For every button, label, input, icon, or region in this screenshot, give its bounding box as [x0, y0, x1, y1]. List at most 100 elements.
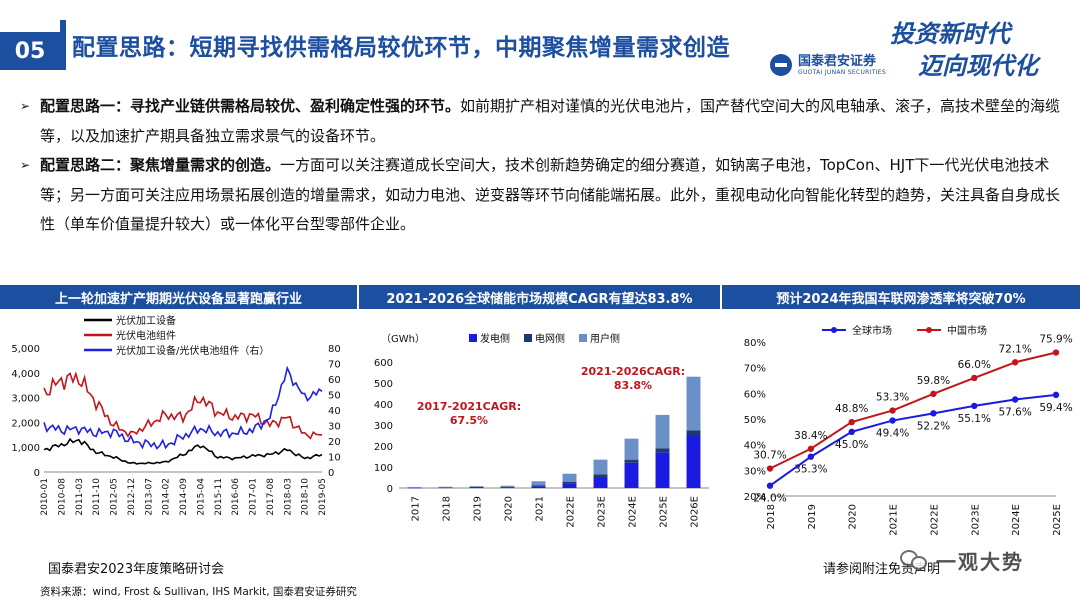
legend-swatch	[524, 334, 532, 342]
y-tick-label: 30%	[744, 466, 766, 477]
y-tick-label: 500	[374, 379, 393, 390]
bar-segment	[593, 459, 608, 475]
legend-marker	[926, 327, 932, 333]
chart-3-svg: 20% 30% 40% 50% 60% 70% 80% 2018 2019 2020 2021E 20…	[744, 324, 1073, 536]
chart-pv-equipment: 0 1,000 2,000 3,000 4,000 5,000 0 10 20 30 40 50 60 7…	[0, 312, 357, 552]
chart-2-svg: （GWh） 0 100 200 300 400 500 600 2017 2018 2019 2020…	[374, 332, 709, 528]
legend-swatch	[579, 334, 587, 342]
data-point	[848, 418, 855, 426]
y2-tick-label: 30	[328, 422, 341, 433]
data-label: 55.1%	[958, 413, 991, 425]
legend-label: 光伏加工设备/光伏电池组件（右）	[116, 344, 269, 357]
bar-segment	[624, 459, 639, 463]
x-tick-label: 2012-05	[110, 478, 120, 516]
x-tick-label: 2018	[766, 504, 777, 529]
x-tick-label: 2014-09	[179, 478, 189, 516]
x-tick-label: 2018	[442, 496, 453, 521]
legend-label: 电网侧	[535, 332, 565, 345]
x-tick-label: 2010-01	[40, 478, 50, 516]
x-tick-label: 2011-10	[92, 478, 102, 516]
data-point	[848, 428, 855, 436]
watermark: 一观大势	[900, 542, 1050, 578]
data-label: 45.0%	[835, 439, 868, 451]
chart-1-svg: 0 1,000 2,000 3,000 4,000 5,000 0 10 20 30 40 50 60 7…	[11, 314, 341, 516]
y-tick-label: 4,000	[11, 369, 40, 380]
chart-iov-penetration: 20% 30% 40% 50% 60% 70% 80% 2018 2019 2020 2021E 20…	[722, 312, 1080, 552]
x-tick-label: 2023E	[970, 504, 981, 536]
legend-label: 用户侧	[590, 332, 620, 345]
y-tick-label: 60%	[744, 389, 766, 400]
legend-label: 全球市场	[852, 324, 892, 337]
y2-tick-label: 60	[328, 375, 341, 386]
x-tick-label: 2022E	[566, 496, 577, 528]
slide-header: 05 配置思路：短期寻找供需格局较优环节，中期聚焦增量需求创造 国泰君安证券 G…	[0, 0, 1080, 80]
footer-event: 国泰君安2023年度策略研讨会	[48, 562, 225, 577]
x-tick-label: 2019-05	[318, 478, 328, 516]
bullet-2-heading: 配置思路二：聚焦增量需求的创造。	[40, 156, 281, 174]
y2-tick-label: 70	[328, 360, 341, 371]
title-accent-bar	[60, 20, 66, 70]
bar-segment	[500, 486, 515, 488]
y2-tick-label: 40	[328, 406, 341, 417]
bar-segment	[686, 376, 701, 431]
data-label: 59.8%	[917, 375, 950, 387]
series-line-2	[43, 371, 323, 440]
bar-segment	[500, 487, 515, 488]
bullet-item-2: ➢ 配置思路二：聚焦增量需求的创造。一方面可以关注赛道成长空间大，技术创新趋势确…	[18, 151, 1063, 240]
y2-tick-label: 10	[328, 453, 341, 464]
x-tick-label: 2023E	[597, 496, 608, 528]
data-point	[766, 465, 774, 472]
bar-segment	[562, 483, 577, 488]
x-tick-label: 2019	[473, 496, 484, 521]
data-point	[1011, 359, 1019, 366]
x-tick-label: 2021	[535, 496, 546, 521]
cagr-annotation-1-value: 67.5%	[450, 414, 488, 427]
slide-number: 05	[0, 32, 60, 70]
y-tick-label: 300	[374, 421, 393, 432]
x-tick-label: 2025E	[1052, 504, 1063, 536]
data-point	[889, 407, 896, 414]
bullet-1-text: 如前期扩产相对谨慎的光伏电池片，国产替代空间大的风电轴承、滚子，高技术壁垒的海缆…	[40, 97, 1061, 145]
legend-label: 中国市场	[947, 324, 987, 337]
x-tick-label: 2020	[848, 504, 859, 529]
cagr-annotation-2-value: 83.8%	[614, 379, 652, 392]
y2-tick-label: 50	[328, 391, 341, 402]
x-tick-label: 2024E	[1011, 504, 1022, 536]
data-point	[1052, 391, 1060, 399]
x-tick-label: 2017-08	[266, 478, 276, 516]
bar-segment	[593, 474, 608, 478]
bullet-item-1: ➢ 配置思路一：寻找产业链供需格局较优、盈利确定性强的环节。如前期扩产相对谨慎的…	[18, 92, 1063, 151]
bar-segment	[531, 481, 546, 486]
bullet-arrow-icon: ➢	[20, 158, 31, 172]
panel-3-header: 预计2024年我国车联网渗透率将突破70%	[722, 285, 1080, 309]
bullet-list: ➢ 配置思路一：寻找产业链供需格局较优、盈利确定性强的环节。如前期扩产相对谨慎的…	[18, 92, 1063, 240]
x-tick-label: 2015-04	[196, 478, 206, 516]
bullet-2-text: 一方面可以关注赛道成长空间大，技术创新趋势确定的细分赛道，如钠离子电池，TopC…	[40, 156, 1061, 233]
x-tick-label: 2024E	[628, 496, 639, 528]
series-line-1	[769, 393, 1057, 487]
slogan-line1: 投资新时代	[890, 20, 1013, 48]
series-line-3	[43, 365, 323, 450]
data-point	[930, 410, 937, 417]
data-source: 资料来源：wind, Frost & Sullivan, IHS Markit,…	[40, 586, 357, 598]
data-label: 38.4%	[794, 430, 827, 442]
x-tick-label: 2019	[807, 504, 818, 529]
y2-tick-label: 80	[328, 344, 341, 355]
cagr-annotation-1: 2017-2021CAGR:	[417, 400, 521, 413]
data-label: 48.8%	[835, 403, 868, 415]
y-tick-label: 100	[374, 463, 393, 474]
cagr-annotation-2: 2021-2026CAGR:	[581, 365, 685, 378]
legend-marker	[831, 327, 837, 333]
series-line-1	[43, 437, 323, 465]
bar-segment	[562, 481, 577, 484]
bar-segment	[469, 486, 484, 487]
x-tick-label: 2010-08	[57, 478, 67, 516]
data-label: 75.9%	[1039, 334, 1072, 346]
y-tick-label: 20%	[744, 492, 766, 503]
bar-segment	[624, 438, 639, 460]
bar-segment	[469, 486, 484, 488]
data-point	[1011, 396, 1019, 403]
legend-label: 光伏加工设备	[116, 314, 176, 327]
data-point	[971, 402, 978, 410]
data-label: 52.2%	[917, 420, 950, 432]
